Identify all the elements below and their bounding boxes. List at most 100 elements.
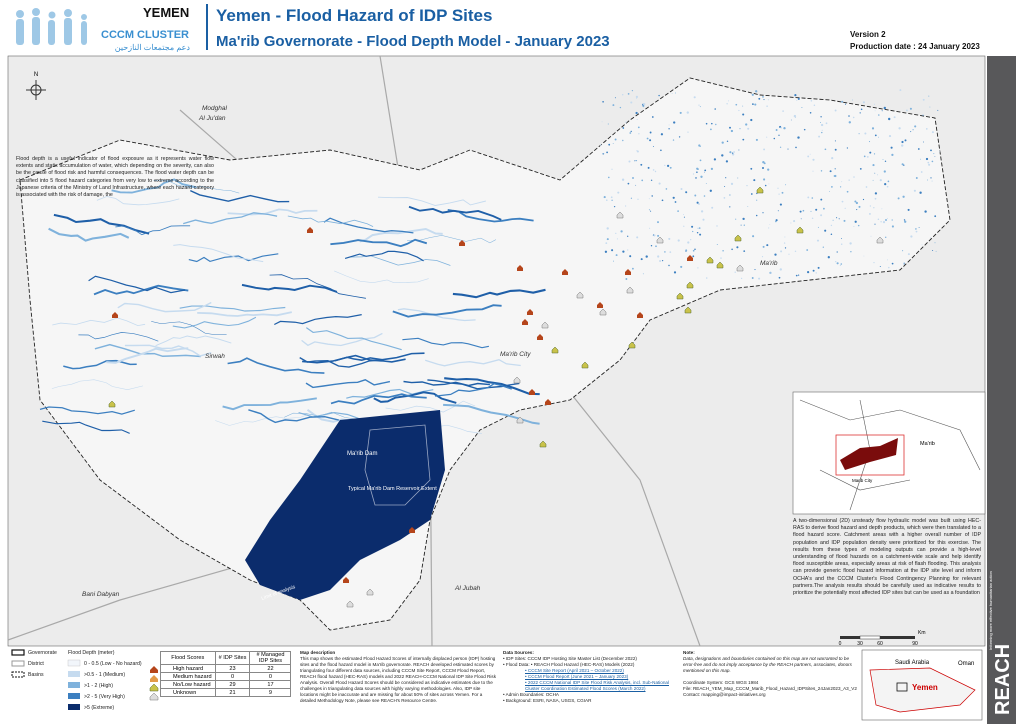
flood-cell: [606, 199, 608, 201]
flood-cell: [891, 153, 894, 157]
flood-cell: [686, 111, 689, 114]
reservoir-label: Typical Ma'rib Dam Reservoir Extent: [348, 486, 437, 492]
flood-cell: [742, 105, 744, 107]
flood-cell: [692, 173, 695, 175]
flood-cell: [767, 99, 769, 101]
flood-cell: [888, 266, 890, 269]
flood-cell: [649, 139, 652, 142]
table-row: High hazard 23 22: [160, 664, 292, 673]
stream: [334, 270, 429, 284]
stream: [106, 347, 189, 364]
flood-cell: [766, 244, 769, 247]
flood-cell: [882, 158, 884, 160]
reservoir: [245, 410, 445, 600]
flood-cell: [698, 203, 700, 205]
intro-text: Flood depth is a useful indicator of flo…: [16, 156, 214, 199]
flood-cell: [918, 226, 920, 228]
stream: [155, 335, 232, 347]
inset-label: Ma'rib: [920, 441, 935, 447]
flood-cell: [737, 177, 739, 179]
flood-cell: [901, 140, 904, 144]
flood-cell: [872, 164, 875, 167]
flood-cell: [876, 174, 879, 176]
flood-cell: [796, 100, 798, 101]
flood-cell: [673, 121, 676, 124]
flood-cell: [925, 157, 929, 161]
stream: [93, 284, 189, 296]
flood-cell: [715, 123, 717, 126]
flood-cell: [787, 148, 789, 150]
flood-cell: [846, 147, 849, 149]
stream: [403, 380, 490, 387]
flood-cell: [915, 177, 918, 179]
flood-cell: [754, 103, 757, 106]
flood-cell: [627, 93, 630, 95]
stream: [447, 209, 534, 223]
flood-cell: [853, 225, 855, 228]
place-label: Sirwah: [205, 353, 225, 360]
flood-cell: [910, 235, 913, 238]
stream: [52, 317, 146, 327]
flood-cell: [635, 111, 638, 115]
production-date: Production date : 24 January 2023: [850, 42, 980, 51]
flood-cell: [822, 246, 824, 248]
flood-cell: [703, 195, 706, 197]
idp-site: [706, 256, 714, 264]
flood-cell: [762, 96, 764, 98]
flood-cell: [697, 227, 699, 230]
flood-cell: [728, 100, 730, 102]
flood-cell: [752, 235, 755, 238]
flood-cell: [657, 234, 660, 237]
flood-cell: [694, 248, 696, 250]
table-cell: 23: [214, 664, 251, 673]
flood-cell: [731, 153, 735, 156]
flood-cell: [740, 277, 743, 280]
flood-cell: [697, 267, 699, 269]
flood-cell: [803, 128, 806, 131]
table-cell: 29: [214, 680, 251, 689]
idp-site: [686, 281, 694, 289]
stream: [408, 205, 502, 221]
flood-cell: [807, 196, 810, 199]
sidebar: [987, 56, 1016, 724]
version: Version 2: [850, 30, 886, 39]
flood-cell: [731, 248, 733, 251]
table-cell: 9: [249, 688, 292, 697]
flood-cell: [692, 230, 694, 233]
flood-cell: [901, 144, 904, 147]
flood-cell: [872, 179, 874, 181]
legend-title: Flood Depth (meter): [68, 650, 115, 656]
stream: [402, 337, 490, 349]
flood-cell: [903, 262, 905, 264]
flood-cell: [761, 256, 764, 258]
stream: [302, 354, 406, 364]
scale-bar: [840, 635, 915, 640]
scale-unit: Km: [918, 630, 926, 636]
logo-text: CCCM CLUSTER: [101, 29, 189, 41]
flood-cell: [647, 166, 650, 169]
flood-cell: [794, 250, 797, 253]
flood-cell: [666, 164, 670, 168]
flood-cell: [721, 154, 724, 157]
flood-cell: [931, 180, 933, 182]
idp-site: [343, 577, 349, 583]
flood-cell: [937, 109, 939, 111]
source-line: • CCCM Flood Report (June 2021 – January…: [525, 674, 629, 679]
flood-cell: [909, 107, 912, 110]
flood-cell: [698, 104, 700, 106]
flood-cell: [661, 199, 664, 202]
flood-cell: [665, 188, 668, 190]
idp-site: [599, 308, 607, 316]
flood-cell: [683, 216, 685, 218]
flood-cell: [730, 182, 734, 186]
flood-cell: [726, 103, 728, 105]
flood-cell: [615, 254, 618, 257]
table-header: # Managed IDP Sites: [249, 651, 292, 665]
flood-cell: [655, 245, 657, 248]
flood-cell: [800, 218, 802, 220]
flood-cell: [680, 265, 683, 268]
flood-cell: [878, 114, 880, 116]
stream: [63, 359, 137, 370]
flood-cell: [638, 133, 640, 135]
